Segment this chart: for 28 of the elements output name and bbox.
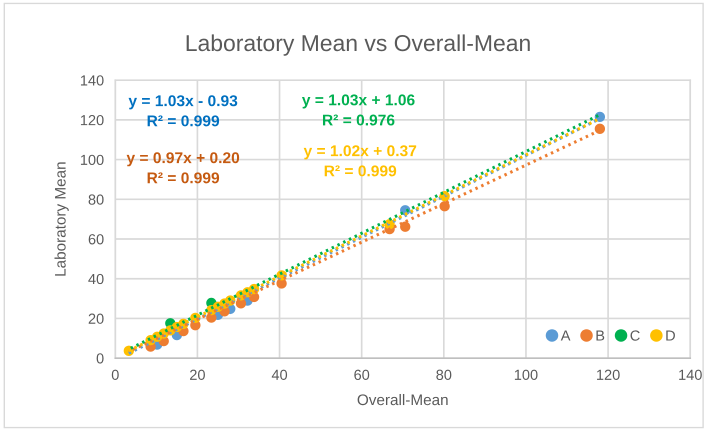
- y-tick-label: 120: [80, 114, 104, 126]
- chart-title: Laboratory Mean vs Overall-Mean: [186, 34, 530, 56]
- y-tick-label: 60: [88, 234, 104, 244]
- y-tick-label: 80: [88, 194, 104, 205]
- y-tick-label: 0: [96, 353, 104, 364]
- x-tick-label: 120: [597, 370, 620, 380]
- y-axis-title: Laboratory Mean: [54, 162, 69, 276]
- annotation: y = 1.03x + 1.06 R² = 0.976: [302, 94, 415, 126]
- point: [400, 222, 410, 232]
- x-tick-label: 140: [679, 370, 702, 380]
- legend-label: D: [666, 330, 675, 341]
- y-tick-label: 40: [88, 274, 104, 284]
- annotation: y = 1.02x + 0.37 R² = 0.999: [304, 145, 416, 176]
- y-tick-label: 20: [88, 314, 104, 324]
- y-tick-label: 140: [80, 75, 104, 86]
- x-tick-label: 60: [354, 370, 370, 380]
- x-tick-label: 40: [272, 370, 288, 380]
- annotation: y = 1.03x - 0.93 R² = 0.999: [128, 95, 238, 126]
- legend-label: B: [596, 330, 604, 341]
- x-tick-label: 80: [436, 370, 452, 380]
- legend-label: A: [560, 330, 570, 341]
- x-axis-title: Overall-Mean: [358, 394, 448, 406]
- y-tick-label: 100: [80, 154, 104, 166]
- x-tick-label: 20: [190, 370, 205, 380]
- x-tick-label: 0: [112, 370, 119, 380]
- annotation: y = 0.97x + 0.20 R² = 0.999: [126, 152, 240, 184]
- legend-label: C: [630, 330, 640, 341]
- x-tick-label: 100: [514, 370, 538, 380]
